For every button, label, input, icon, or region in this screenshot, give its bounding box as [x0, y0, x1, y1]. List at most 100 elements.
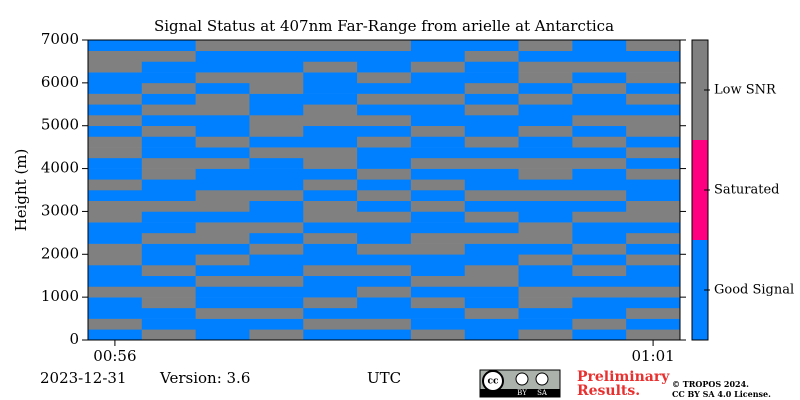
cell — [464, 275, 520, 287]
cell — [572, 82, 627, 94]
y-tick-label: 0 — [69, 330, 79, 348]
cell — [626, 82, 681, 94]
cell — [464, 190, 520, 202]
cell — [464, 115, 520, 127]
cell — [141, 168, 197, 180]
cell — [88, 125, 143, 137]
cell — [572, 190, 627, 202]
cell — [626, 232, 681, 244]
cell — [626, 104, 681, 116]
cell — [88, 318, 143, 330]
cell — [410, 93, 466, 105]
cell — [249, 190, 304, 202]
cell — [357, 61, 412, 73]
cell — [249, 307, 304, 319]
cell — [572, 211, 627, 223]
cell — [303, 243, 358, 255]
cell — [249, 297, 304, 309]
cell — [410, 265, 466, 277]
cell — [141, 211, 197, 223]
cell — [626, 125, 681, 137]
cell — [626, 61, 681, 73]
cell — [141, 275, 197, 287]
cell — [518, 104, 573, 116]
cell — [88, 243, 143, 255]
cell — [572, 243, 627, 255]
colorbar-label: Saturated — [714, 183, 779, 198]
cell — [572, 179, 627, 191]
cell — [303, 93, 358, 105]
cell — [518, 286, 573, 298]
cell — [410, 72, 466, 84]
cell — [626, 286, 681, 298]
cell — [141, 254, 197, 266]
chart-title: Signal Status at 407nm Far-Range from ar… — [154, 17, 614, 35]
cell — [464, 254, 520, 266]
cell — [572, 254, 627, 266]
cell — [626, 136, 681, 148]
cell — [303, 157, 358, 169]
cell — [626, 40, 681, 52]
cell — [518, 222, 573, 234]
cell — [195, 286, 250, 298]
cell — [464, 179, 520, 191]
cell — [141, 307, 197, 319]
cell — [464, 125, 520, 137]
sa-icon — [535, 372, 549, 386]
cell — [88, 104, 143, 116]
cell — [357, 307, 412, 319]
cell — [357, 254, 412, 266]
cell — [357, 211, 412, 223]
y-axis-label: Height (m) — [12, 149, 30, 232]
cell — [88, 147, 143, 159]
cell — [626, 211, 681, 223]
cell — [626, 115, 681, 127]
cell — [141, 93, 197, 105]
cell — [249, 222, 304, 234]
cell — [518, 136, 573, 148]
cell — [357, 190, 412, 202]
cell — [195, 211, 250, 223]
cell — [518, 275, 573, 287]
colorbar-segment — [692, 240, 708, 340]
cell — [572, 307, 627, 319]
cell — [572, 275, 627, 287]
cell — [518, 125, 573, 137]
cell — [626, 190, 681, 202]
cell — [518, 61, 573, 73]
cell — [357, 275, 412, 287]
cell — [249, 93, 304, 105]
cell — [626, 318, 681, 330]
cell — [572, 50, 627, 62]
cell — [410, 254, 466, 266]
cell — [357, 157, 412, 169]
cell — [572, 115, 627, 127]
cell — [626, 179, 681, 191]
colorbar-frame — [691, 39, 709, 341]
cell — [518, 93, 573, 105]
cell — [303, 297, 358, 309]
cell — [88, 232, 143, 244]
cell — [249, 115, 304, 127]
cell — [303, 168, 358, 180]
cell — [88, 179, 143, 191]
cell — [572, 329, 627, 341]
cell — [195, 115, 250, 127]
cell — [141, 318, 197, 330]
cell — [626, 222, 681, 234]
cell — [141, 40, 197, 52]
cell — [518, 200, 573, 212]
cell — [249, 125, 304, 137]
cell — [410, 222, 466, 234]
cell — [357, 243, 412, 255]
cell — [195, 82, 250, 94]
cell — [626, 307, 681, 319]
cell — [572, 168, 627, 180]
cell — [195, 265, 250, 277]
cell — [518, 318, 573, 330]
cell — [249, 318, 304, 330]
cell — [303, 307, 358, 319]
cell — [195, 307, 250, 319]
cell — [195, 61, 250, 73]
cell — [626, 157, 681, 169]
